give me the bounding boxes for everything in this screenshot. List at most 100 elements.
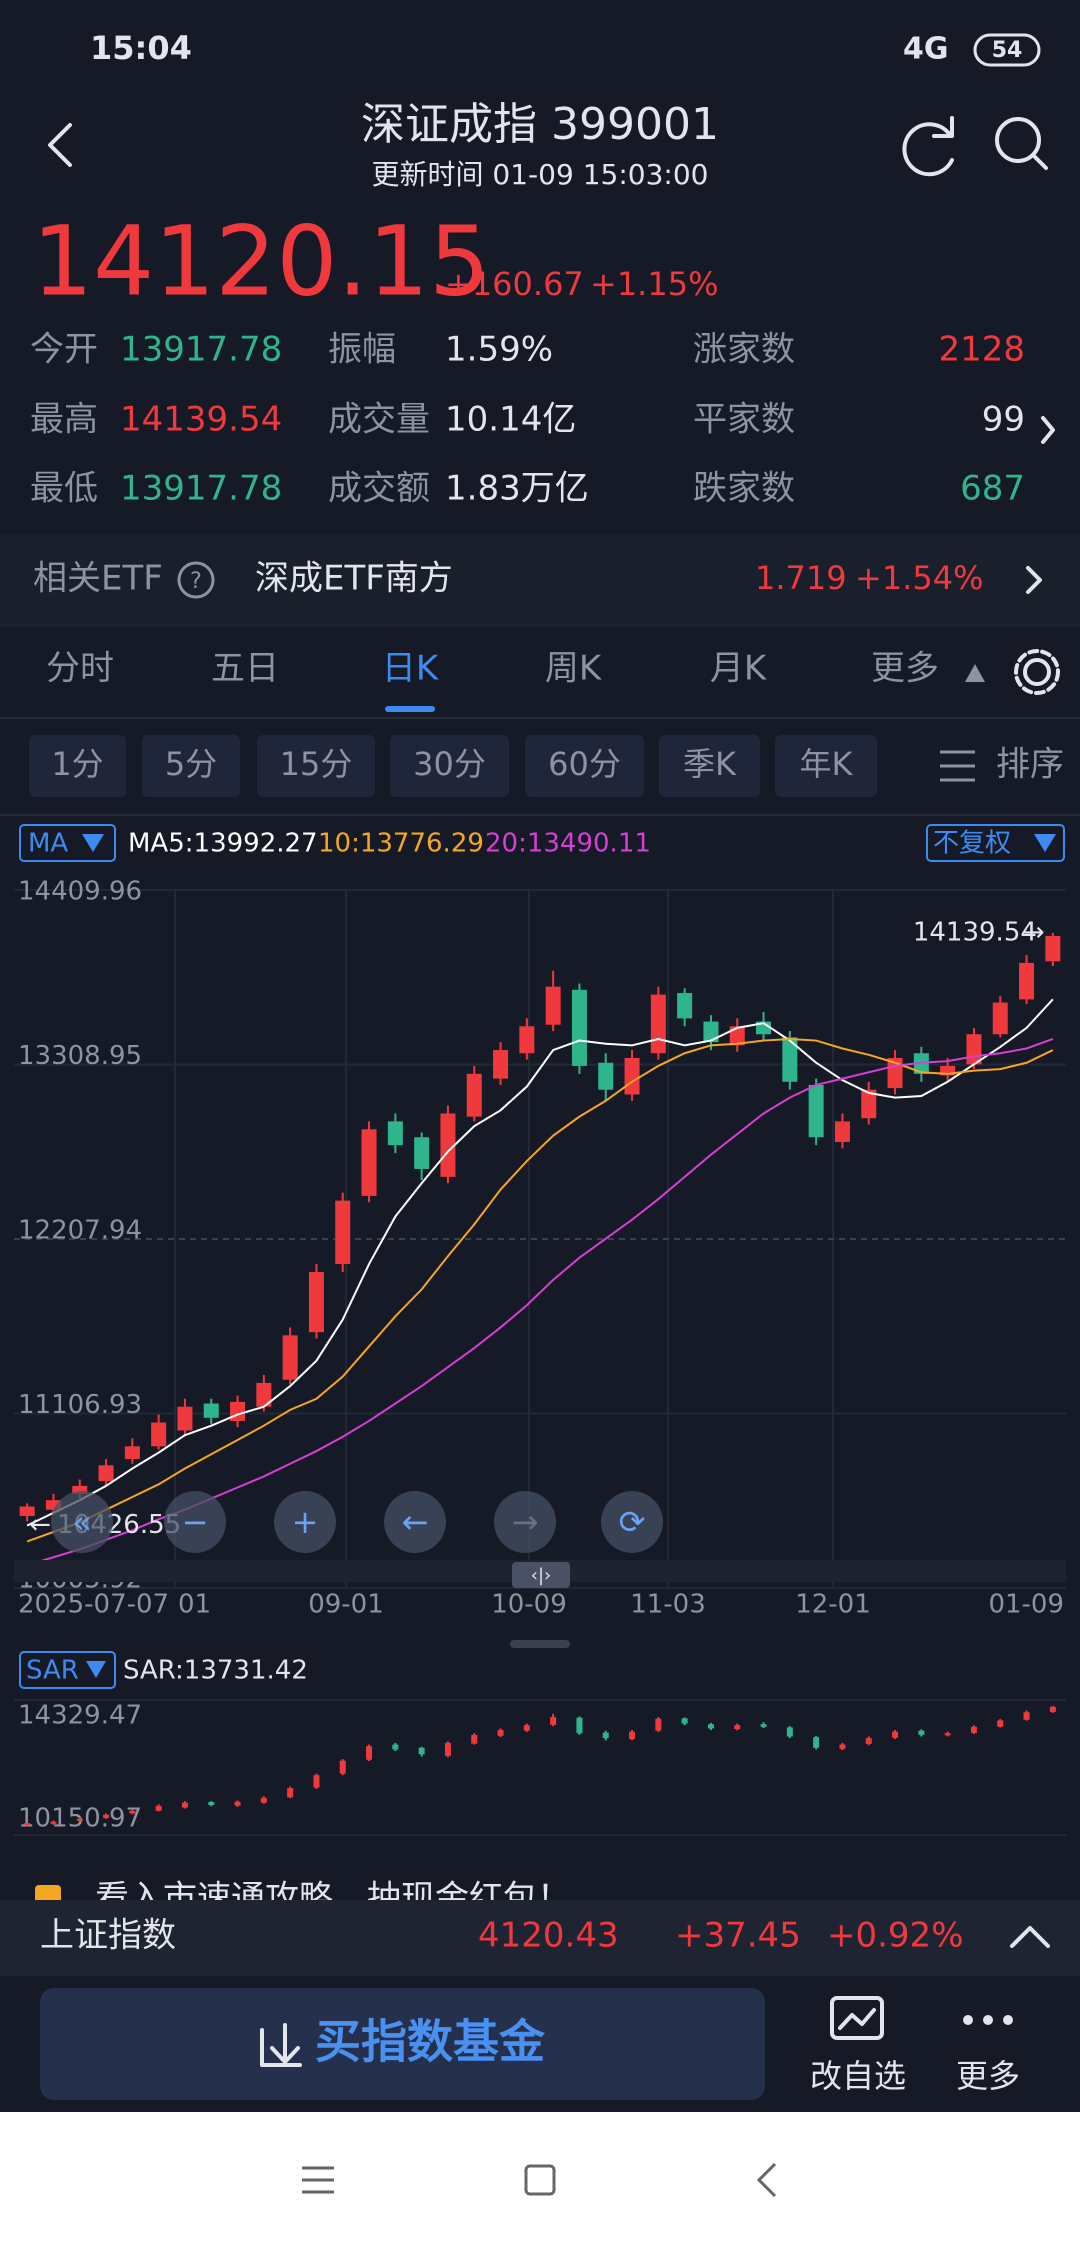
- y-tick-label: 14329.47: [18, 1701, 142, 1731]
- tab[interactable]: 周K: [545, 649, 603, 689]
- market-bar[interactable]: [0, 1900, 1080, 1976]
- x-tick-label: 10-09: [491, 1590, 567, 1620]
- nav-back[interactable]: [756, 2162, 777, 2198]
- control-button[interactable]: [384, 1491, 446, 1553]
- change: +160.67: [445, 265, 584, 303]
- dropdown: [86, 1661, 106, 1678]
- candle-body: [970, 1726, 977, 1733]
- period-label: 5分: [165, 745, 217, 783]
- ma-line: [26, 998, 1054, 1527]
- buy-icon: [260, 2023, 302, 2067]
- ma-line: [26, 1037, 1054, 1543]
- control-button[interactable]: [601, 1491, 663, 1553]
- stat-value: 13917.78: [120, 330, 282, 370]
- search-button[interactable]: [995, 117, 1048, 170]
- tab[interactable]: 五日: [211, 649, 279, 689]
- candle-body: [103, 1814, 110, 1818]
- candle-body: [50, 1821, 57, 1824]
- candle-body: [681, 1718, 688, 1724]
- stat-value: 2128: [938, 330, 1025, 370]
- market-price: 4120.43: [478, 1916, 619, 1956]
- candle-body: [19, 1506, 35, 1517]
- tab[interactable]: 更多: [871, 649, 939, 689]
- candle-body: [944, 1733, 951, 1736]
- tab[interactable]: 日K: [382, 649, 440, 689]
- sar-select[interactable]: [19, 1651, 116, 1689]
- panel-grip[interactable]: [510, 1640, 570, 1648]
- sar-name: SAR: [26, 1656, 79, 1686]
- candle-body: [440, 1113, 456, 1177]
- title: 深证成指 399001: [361, 99, 719, 150]
- stat-value: 10.14亿: [445, 400, 576, 440]
- indicator-name: MA: [28, 829, 68, 859]
- candle-body: [155, 1805, 162, 1811]
- subtitle: 更新时间 01-09 15:03:00: [372, 158, 709, 191]
- candle-body: [550, 1717, 557, 1725]
- nav-home[interactable]: [524, 2164, 556, 2196]
- buy-button[interactable]: [40, 1988, 765, 2100]
- etf-change: +1.54%: [855, 559, 983, 597]
- back-button[interactable]: [48, 123, 72, 167]
- candle-body: [918, 1730, 925, 1735]
- watch-button[interactable]: [830, 1996, 884, 2040]
- expand[interactable]: [1010, 1926, 1050, 1948]
- price: 14120.15: [32, 205, 490, 317]
- candle-body: [760, 1724, 767, 1727]
- control-icon: →: [512, 1503, 539, 1541]
- candle-body: [208, 1802, 215, 1805]
- settings[interactable]: [1014, 649, 1060, 695]
- period-label: 季K: [683, 745, 737, 783]
- indicator-select[interactable]: [19, 824, 116, 862]
- market-change-pct: +0.92%: [827, 1916, 964, 1956]
- candle-body: [703, 1021, 719, 1043]
- y-tick-label: 12207.94: [18, 1216, 142, 1246]
- sort[interactable]: 排序: [996, 745, 1064, 785]
- tab[interactable]: 分时: [46, 649, 114, 689]
- candle-body: [992, 1002, 1008, 1035]
- stat-value: 99: [982, 400, 1025, 440]
- scroll-handle[interactable]: [512, 1562, 570, 1588]
- control-button[interactable]: [164, 1491, 226, 1553]
- banner[interactable]: 看入市速通攻略，抽现金红包！: [35, 1879, 571, 1919]
- period-button[interactable]: [775, 735, 877, 797]
- control-icon: «: [72, 1503, 92, 1541]
- period-button[interactable]: [142, 735, 240, 797]
- stat-value: 14139.54: [120, 400, 282, 440]
- candle-body: [707, 1724, 714, 1729]
- stat-label: 涨家数: [693, 330, 795, 370]
- adjust: 不复权: [933, 829, 1011, 859]
- candle-body: [124, 1446, 140, 1459]
- stat-label: 最低: [30, 469, 98, 509]
- candle-body: [545, 986, 561, 1025]
- period-button[interactable]: [390, 735, 509, 797]
- candle-body: [997, 1720, 1004, 1727]
- stat-label: 今开: [30, 330, 98, 370]
- help-icon[interactable]: [177, 561, 215, 599]
- candle-body: [72, 1485, 88, 1494]
- period-button[interactable]: [257, 735, 375, 797]
- help-mark: ?: [190, 569, 202, 594]
- period-button[interactable]: [525, 735, 644, 797]
- candle-body: [366, 1746, 373, 1760]
- stat-value: 1.59%: [445, 330, 553, 370]
- candle-body: [203, 1403, 219, 1418]
- more-arrow: [965, 664, 985, 682]
- tab[interactable]: 月K: [710, 649, 768, 689]
- more-button[interactable]: [963, 2015, 1013, 2025]
- stats-more[interactable]: [1041, 416, 1055, 444]
- clock: 15:04: [90, 29, 192, 67]
- control-button[interactable]: [494, 1491, 556, 1553]
- adjust-select[interactable]: [926, 824, 1065, 862]
- control-button[interactable]: [51, 1491, 113, 1553]
- candle-body: [734, 1725, 741, 1730]
- candle-body: [576, 1717, 583, 1734]
- candle-body: [129, 1810, 136, 1814]
- period-button[interactable]: [29, 735, 126, 797]
- candle-body: [786, 1727, 793, 1737]
- nav-menu[interactable]: [302, 2166, 334, 2194]
- refresh-button[interactable]: [902, 116, 954, 177]
- control-button[interactable]: [274, 1491, 336, 1553]
- period-button[interactable]: [659, 735, 760, 797]
- etf-price: 1.719: [755, 559, 847, 597]
